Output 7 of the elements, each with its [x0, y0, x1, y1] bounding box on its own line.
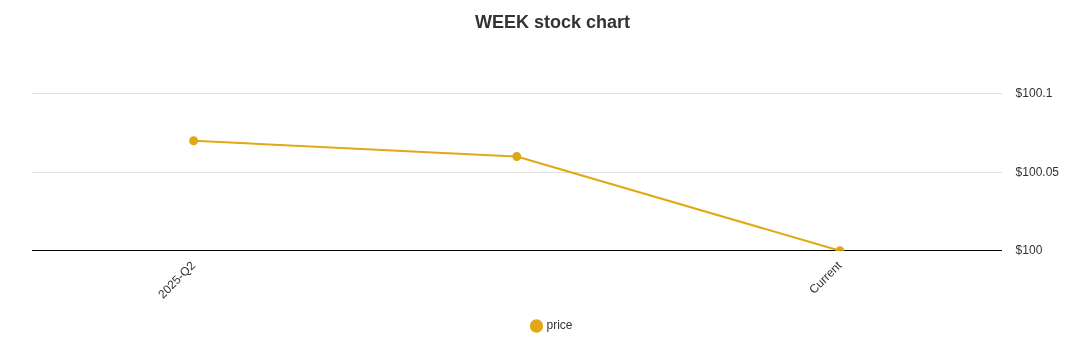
chart-title: WEEK stock chart [474, 11, 631, 32]
point [512, 151, 522, 161]
point [189, 136, 199, 146]
y-tick-label: $100 [1015, 243, 1043, 258]
y-tick-label: $100.1 [1015, 85, 1053, 100]
legend-label: price [546, 318, 573, 333]
y-tick-label: $100.05 [1015, 164, 1060, 179]
